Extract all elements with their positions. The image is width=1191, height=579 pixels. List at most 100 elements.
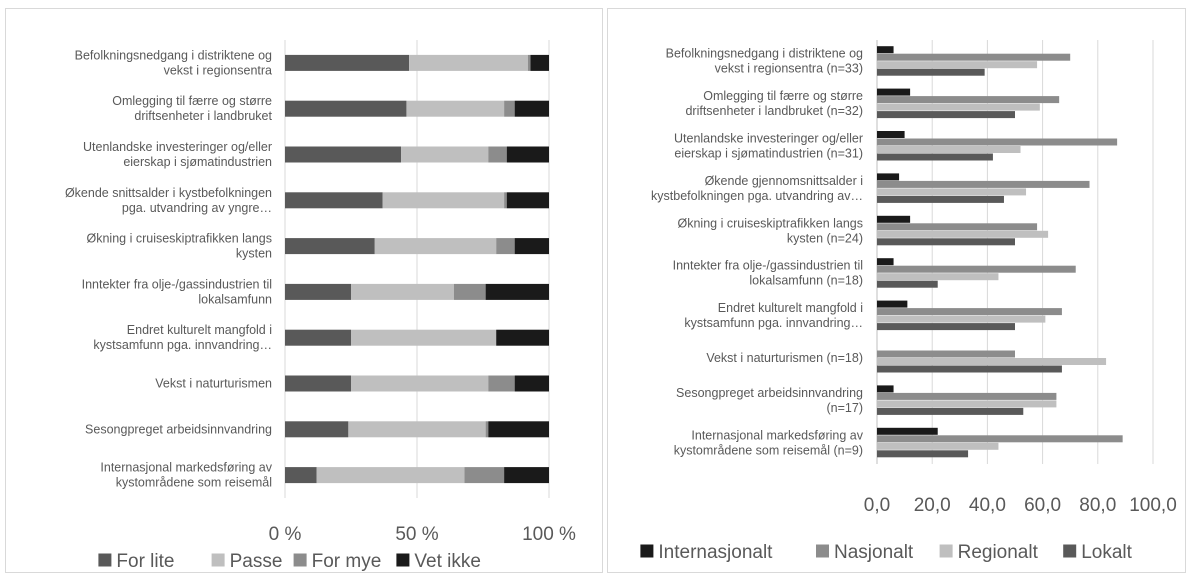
left-legend-swatch-for-mye [293,553,307,567]
left-category-label: Befolkningsnedgang i distriktene og vekst… [75,48,272,77]
left-bar-vet-ikke [504,467,549,484]
right-bar-regionalt [877,188,1027,196]
stacked-percent-chart: 0 % 50 % 100 % Befolkningsnedgang i distrik… [65,40,576,572]
left-bar-for-mye [496,238,515,255]
left-category-label: Økning i cruiseskiptrafikken langs kysten [87,232,273,261]
right-bar-internasjonalt [877,427,938,435]
left-bar-passe [351,329,497,346]
right-bar-regionalt [877,358,1107,365]
right-bar-nasjonalt [877,138,1118,146]
left-x-tick-label: 0 % [269,524,302,545]
right-category-label: Sesongpreget arbeidsinnvandring (n=17) [676,386,863,415]
left-bar-for-mye [504,100,515,117]
right-legend-swatch-nasjonalt [816,544,829,558]
left-category-label: Inntekter fra olje-/gassindustrien til lo… [82,277,272,306]
right-legend-swatch-internasjonalt [640,544,654,558]
left-bar-for-lite [285,421,349,438]
left-bar-vet-ikke [496,329,549,346]
left-bar-for-lite [285,467,317,484]
left-bar-passe [409,54,528,71]
left-bar-for-lite [285,192,383,209]
left-category-label: Endret kulturelt mangfold i kystsamfunn p… [93,323,272,352]
right-bar-internasjonalt [877,131,905,138]
left-legend-swatch-vet-ikke [396,553,410,567]
right-category-label: Økning i cruiseskiptrafikken langs kysten… [678,216,864,245]
right-x-tick-label: 100,0 [1129,495,1177,516]
right-bar-nasjonalt [877,223,1038,231]
left-legend-label-for-lite: For lite [116,551,174,572]
left-bar-vet-ikke [514,238,549,255]
left-bar-for-mye [504,192,507,209]
left-legend-label-vet-ikke: Vet ikke [414,551,481,572]
left-bar-for-mye [488,146,507,163]
right-bar-nasjonalt [877,392,1057,400]
left-bar-vet-ikke [530,54,549,71]
left-bar-vet-ikke [506,192,549,209]
left-x-tick-label: 50 % [395,524,438,545]
right-bar-lokalt [877,68,985,76]
right-bar-nasjonalt [877,308,1062,316]
right-bar-regionalt [877,315,1046,323]
right-bar-regionalt [877,273,999,281]
left-category-label: Økende snittsalder i kystbefolkningen pga… [65,186,272,215]
right-bar-regionalt [877,400,1057,408]
left-category-label: Sesongpreget arbeidsinnvandring [85,422,272,436]
left-bar-for-lite [285,100,407,117]
left-x-tick-label: 100 % [522,524,576,545]
right-bar-lokalt [877,111,1015,119]
right-bar-internasjonalt [877,46,894,54]
right-category-label: Inntekter fra olje-/gassindustrien til lo… [673,259,863,288]
left-bar-for-lite [285,238,375,255]
right-bar-lokalt [877,280,938,288]
right-category-label: Internasjonal markedsføring av kystområde… [674,428,864,457]
right-x-tick-label: 20,0 [914,495,951,516]
left-bar-for-mye [485,421,489,438]
left-bar-for-lite [285,54,410,71]
left-category-label: Omlegging til færre og større driftsenhet… [112,94,272,123]
right-bar-internasjonalt [877,258,894,266]
right-bar-internasjonalt [877,88,911,96]
left-bar-passe [401,146,489,163]
right-bar-lokalt [877,407,1024,415]
right-bar-lokalt [877,153,993,161]
left-category-label: Internasjonal markedsføring av kystområde… [100,461,272,490]
left-bar-passe [406,100,505,117]
left-legend-label-passe: Passe [230,551,283,572]
right-bar-nasjonalt [877,180,1090,188]
left-bar-for-mye [488,375,515,392]
left-bar-vet-ikke [506,146,549,163]
left-category-label: Utenlandske investeringer og/eller eiersk… [83,140,272,169]
left-bar-for-lite [285,283,351,300]
right-bar-nasjonalt [877,96,1060,104]
right-bar-regionalt [877,146,1021,153]
right-bar-nasjonalt [877,350,1015,358]
left-legend-swatch-passe [211,553,225,567]
right-bar-internasjonalt [877,173,900,181]
left-bar-vet-ikke [488,421,549,438]
right-legend-swatch-regionalt [939,544,953,558]
right-bar-regionalt [877,61,1038,69]
right-bar-regionalt [877,103,1040,111]
right-legend-swatch-lokalt [1063,544,1077,558]
left-bar-for-mye [527,54,531,71]
left-legend-label-for-mye: For mye [312,551,382,572]
right-legend-label-regionalt: Regionalt [958,542,1039,563]
right-bar-lokalt [877,195,1004,203]
right-legend: Internasjonalt Nasjonalt Regionalt Lokalt [640,542,1133,563]
left-bar-for-mye [453,283,486,300]
left-bar-vet-ikke [514,375,549,392]
left-legend: For lite Passe For mye Vet ikke [98,551,481,572]
right-bar-lokalt [877,365,1062,373]
left-bar-vet-ikke [485,283,549,300]
right-legend-label-internasjonalt: Internasjonalt [658,542,773,563]
left-bar-passe [316,467,465,484]
left-bar-vet-ikke [514,100,549,117]
left-bar-for-lite [285,329,351,346]
right-bar-lokalt [877,323,1015,331]
left-legend-swatch-for-lite [98,553,112,567]
right-bar-internasjonalt [877,385,894,393]
stacked-percent-chart-panel: 0 % 50 % 100 % Befolkningsnedgang i distrik… [5,8,603,573]
right-category-label: Endret kulturelt mangfold i kystsamfunn p… [684,301,863,330]
right-category-label: Befolkningsnedgang i distriktene og vekst… [666,47,863,76]
right-category-label: Vekst i naturturismen (n=18) [706,351,863,365]
